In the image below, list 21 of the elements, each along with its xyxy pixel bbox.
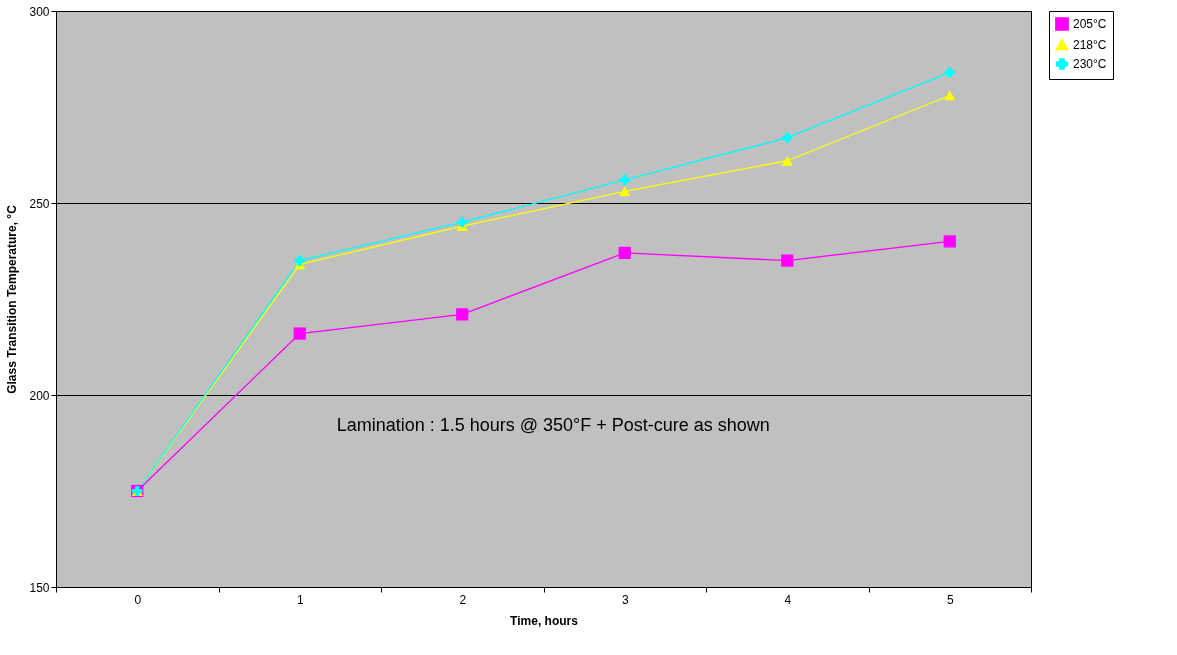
x-axis-title: Time, hours — [510, 613, 579, 628]
y-tick-label: 200 — [29, 388, 50, 403]
y-tick-label: 300 — [29, 4, 50, 19]
y-tick-label: 250 — [29, 196, 50, 211]
x-tick-label: 4 — [784, 592, 792, 607]
y-axis-title: Glass Transition Temperature, °C — [5, 204, 20, 394]
legend-label: 205°C — [1073, 17, 1107, 31]
x-tick-label: 5 — [946, 592, 954, 607]
point — [293, 327, 306, 340]
x-tick-label: 2 — [459, 592, 467, 607]
point — [781, 254, 794, 267]
y-tick-label: 150 — [29, 580, 50, 595]
x-tick-label: 1 — [296, 592, 304, 607]
legend-label: 230°C — [1073, 57, 1107, 71]
legend-label: 218°C — [1073, 37, 1107, 52]
point — [456, 308, 469, 321]
x-tick-label: 3 — [621, 592, 629, 607]
point — [943, 235, 956, 248]
x-tick-label: 0 — [134, 592, 142, 607]
point — [618, 246, 631, 260]
annotation: Lamination : 1.5 hours @ 350°F + Post-cure as shown — [336, 414, 770, 435]
